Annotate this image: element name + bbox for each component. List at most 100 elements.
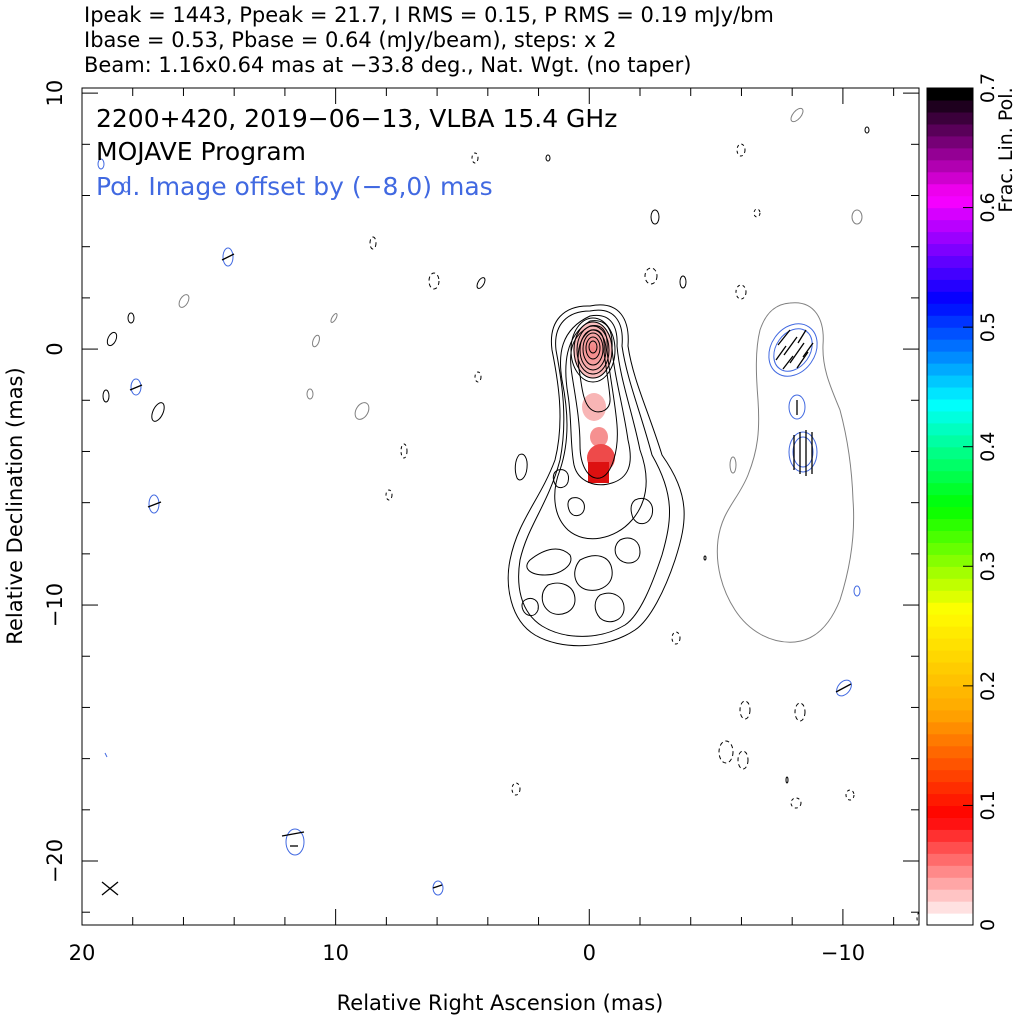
colorbar-step (927, 889, 973, 902)
colorbar-step (927, 649, 973, 663)
colorbar-step (927, 793, 973, 807)
map-content (97, 107, 919, 925)
colorbar-step (927, 315, 973, 328)
colorbar-step (927, 853, 973, 866)
x-axis-label: Relative Right Ascension (mas) (337, 991, 664, 1015)
colorbar-step (927, 901, 973, 914)
colorbar-step (927, 219, 973, 233)
header-stats-line: Ipeak = 1443, Ppeak = 21.7, I RMS = 0.15… (84, 3, 774, 27)
colorbar-step (927, 638, 973, 651)
colorbar-step (927, 99, 973, 113)
colorbar-step (927, 769, 973, 783)
colorbar-step (927, 518, 973, 532)
evpa-vectors (101, 253, 852, 896)
colorbar-step (927, 781, 973, 795)
y-tick-label: −10 (43, 583, 67, 627)
colorbar-step (927, 614, 973, 627)
colorbar-step (927, 685, 973, 699)
colorbar-step (927, 745, 973, 759)
colorbar-step (927, 590, 973, 603)
colorbar-step (927, 231, 973, 245)
colorbar-step (927, 709, 973, 723)
y-tick-label: 0 (43, 342, 67, 355)
colorbar-step (927, 243, 973, 256)
header-base-line: Ibase = 0.53, Pbase = 0.64 (mJy/beam), s… (84, 28, 616, 52)
colorbar-step (927, 817, 973, 830)
program-annotation: MOJAVE Program (96, 137, 306, 166)
colorbar-step (927, 877, 973, 890)
grey-noise-contours (178, 107, 863, 474)
frac-pol-patch (588, 462, 609, 483)
colorbar-tick-label: 0.3 (977, 551, 999, 581)
colorbar-step (927, 805, 973, 818)
colorbar-tick-label: 0 (977, 919, 999, 931)
colorbar-step (927, 482, 973, 496)
header-beam-line: Beam: 1.16x0.64 mas at −33.8 deg., Nat. … (84, 53, 691, 77)
plot-frame (81, 87, 920, 926)
colorbar-tick-labels: 0 0.1 0.2 0.3 0.4 0.5 0.6 0.7 (977, 73, 999, 931)
y-tick-label: −20 (43, 839, 67, 883)
colorbar-step (927, 363, 973, 376)
x-tick-label: 10 (322, 941, 349, 965)
colorbar-step (927, 733, 973, 747)
colorbar-step (927, 195, 973, 209)
colorbar-step (927, 434, 973, 448)
colorbar-step (927, 494, 973, 508)
polarization-contours (97, 158, 861, 896)
colorbar-step (927, 183, 973, 197)
colorbar-tick-label: 0.2 (977, 671, 999, 701)
colorbar-step (927, 88, 973, 101)
pol-offset-annotation: Pol. Image offset by (−8,0) mas (96, 172, 493, 201)
colorbar-step (927, 207, 973, 221)
x-tick-label: 20 (69, 941, 96, 965)
axis-ticks (81, 88, 919, 925)
colorbar-step (927, 279, 973, 292)
colorbar-tick-label: 0.6 (977, 192, 999, 222)
colorbar-step (927, 446, 973, 460)
colorbar-step (927, 578, 973, 591)
colorbar-step (927, 303, 973, 316)
x-tick-label: 0 (583, 941, 596, 965)
colorbar-tick-label: 0.4 (977, 432, 999, 462)
colorbar-step (927, 374, 973, 388)
y-tick-label: 10 (43, 80, 67, 107)
colorbar-step (927, 757, 973, 771)
colorbar-step (927, 721, 973, 735)
colorbar-tick-label: 0.5 (977, 312, 999, 342)
colorbar-step (927, 351, 973, 364)
colorbar-step (927, 386, 973, 400)
colorbar-tick-label: 0.7 (977, 73, 999, 103)
colorbar-label: Frac. Lin. Pol. (995, 87, 1017, 212)
total-intensity-contours (507, 304, 685, 647)
colorbar-tick-label: 0.1 (977, 790, 999, 820)
offset-total-intensity-outline (716, 302, 855, 643)
colorbar-step (927, 147, 973, 161)
colorbar-step (927, 458, 973, 472)
colorbar-step (927, 841, 973, 854)
colorbar-step (927, 123, 973, 137)
colorbar-step (927, 566, 973, 579)
colorbar-step (927, 327, 973, 340)
colorbar-step (927, 171, 973, 185)
colorbar-step (927, 111, 973, 125)
colorbar-ticks (963, 87, 973, 926)
colorbar-step (927, 530, 973, 543)
colorbar-step (927, 661, 973, 675)
colorbar-step (927, 291, 973, 304)
source-annotation: 2200+420, 2019−06−13, VLBA 15.4 GHz (96, 104, 617, 133)
colorbar-step (927, 602, 973, 615)
colorbar-step (927, 398, 973, 412)
colorbar-step (927, 470, 973, 484)
colorbar-step (927, 697, 973, 711)
colorbar-step (927, 626, 973, 639)
colorbar-step (927, 865, 973, 878)
colorbar-step (927, 267, 973, 280)
frac-pol-patch (582, 393, 606, 421)
colorbar-step (927, 673, 973, 687)
colorbar-step (927, 135, 973, 149)
y-axis-label: Relative Declination (mas) (3, 367, 27, 644)
colorbar-step (927, 339, 973, 352)
x-tick-label: −10 (821, 941, 865, 965)
colorbar-step (927, 829, 973, 842)
colorbar-step (927, 410, 973, 424)
